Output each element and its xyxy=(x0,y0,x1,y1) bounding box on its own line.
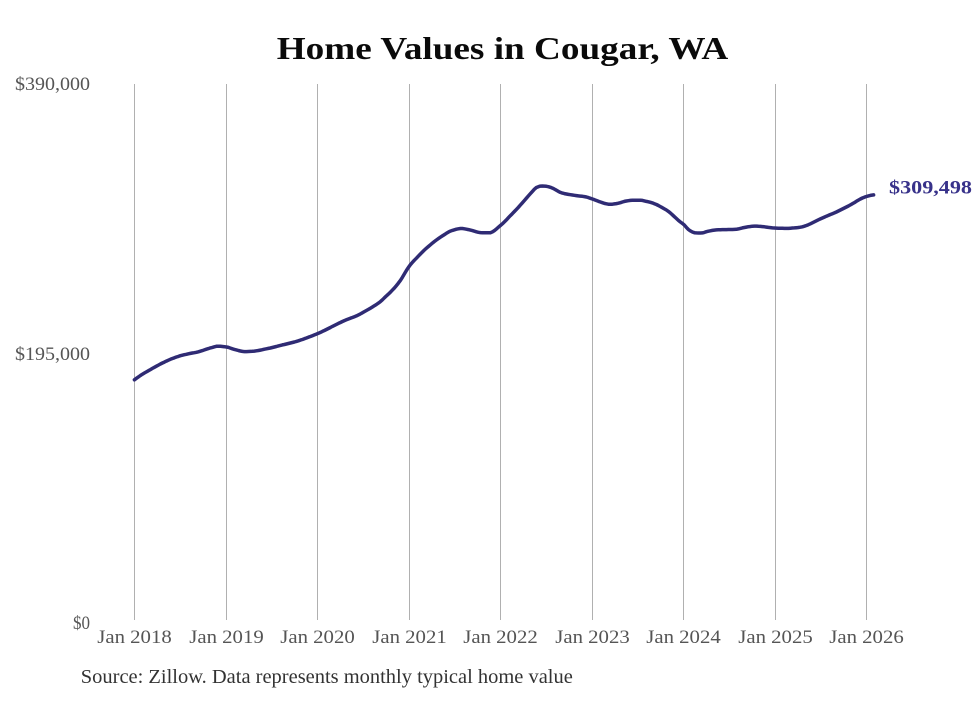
svg-text:Jan 2022: Jan 2022 xyxy=(463,627,538,648)
svg-text:Jan 2024: Jan 2024 xyxy=(646,627,721,648)
svg-text:Home Values in Cougar, WA: Home Values in Cougar, WA xyxy=(277,30,729,66)
svg-text:$195,000: $195,000 xyxy=(15,344,90,365)
svg-text:Jan 2019: Jan 2019 xyxy=(189,627,264,648)
svg-text:Jan 2018: Jan 2018 xyxy=(97,627,172,648)
svg-text:$390,000: $390,000 xyxy=(15,74,90,95)
svg-text:Jan 2021: Jan 2021 xyxy=(372,627,447,648)
svg-text:Jan 2020: Jan 2020 xyxy=(280,627,355,648)
svg-text:Source: Zillow. Data represent: Source: Zillow. Data represents monthly … xyxy=(81,666,573,688)
svg-text:$0: $0 xyxy=(73,613,90,634)
svg-text:Jan 2025: Jan 2025 xyxy=(738,627,813,648)
svg-text:Jan 2023: Jan 2023 xyxy=(555,627,630,648)
svg-text:Jan 2026: Jan 2026 xyxy=(829,627,904,648)
svg-text:$309,498: $309,498 xyxy=(889,177,972,198)
